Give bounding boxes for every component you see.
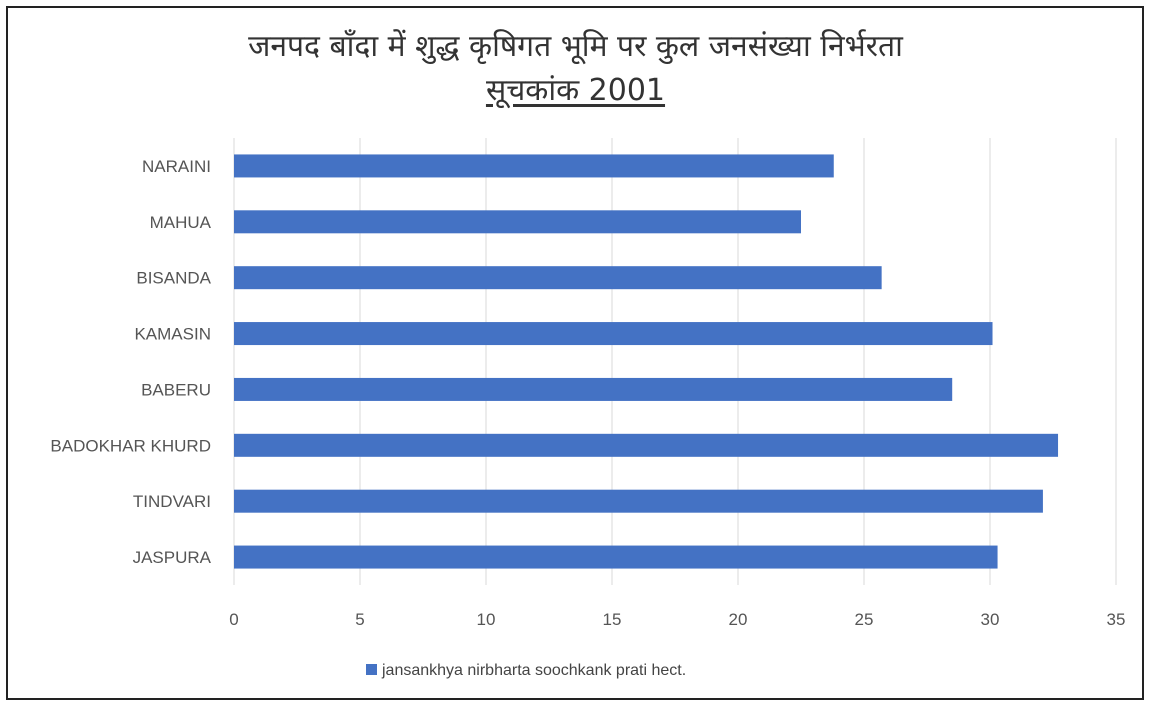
bars <box>234 154 1059 569</box>
legend-label: jansankhya nirbharta soochkank prati hec… <box>381 662 686 679</box>
x-tick-label: 30 <box>981 610 1000 629</box>
tick-labels: 0 5 10 15 20 25 30 35 <box>229 610 1125 629</box>
bar <box>234 322 993 346</box>
legend-swatch <box>366 664 377 675</box>
category-label: BADOKHAR KHURD <box>50 436 211 455</box>
category-label: TINDVARI <box>133 492 211 511</box>
category-label: BABERU <box>141 380 211 399</box>
category-label: JASPURA <box>133 548 212 567</box>
x-tick-label: 35 <box>1107 610 1126 629</box>
chart-title: जनपद बाँदा में शुद्ध कृषिगत भूमि पर कुल … <box>248 29 903 64</box>
bar <box>234 489 1043 513</box>
bar <box>234 545 998 569</box>
bar <box>234 266 882 290</box>
gridlines <box>233 138 1117 585</box>
category-label: NARAINI <box>142 157 211 176</box>
x-tick-label: 0 <box>229 610 238 629</box>
chart-frame <box>6 6 1144 700</box>
bar <box>234 154 834 178</box>
chart-subtitle: सूचकांक 2001 <box>0 68 1151 109</box>
bar <box>234 210 801 234</box>
category-labels: NARAINI MAHUA BISANDA KAMASIN BABERU BADOKHAR… <box>50 157 211 567</box>
x-tick-label: 15 <box>603 610 622 629</box>
bar <box>234 433 1059 457</box>
category-label: MAHUA <box>150 213 212 232</box>
x-tick-label: 25 <box>855 610 874 629</box>
legend: jansankhya nirbharta soochkank prati hec… <box>366 662 686 679</box>
chart-subtitle-text: सूचकांक 2001 <box>485 73 666 108</box>
x-tick-label: 5 <box>355 610 364 629</box>
bar <box>234 377 953 401</box>
category-label: KAMASIN <box>134 325 211 344</box>
x-tick-label: 10 <box>477 610 496 629</box>
category-label: BISANDA <box>136 269 211 288</box>
x-tick-label: 20 <box>729 610 748 629</box>
